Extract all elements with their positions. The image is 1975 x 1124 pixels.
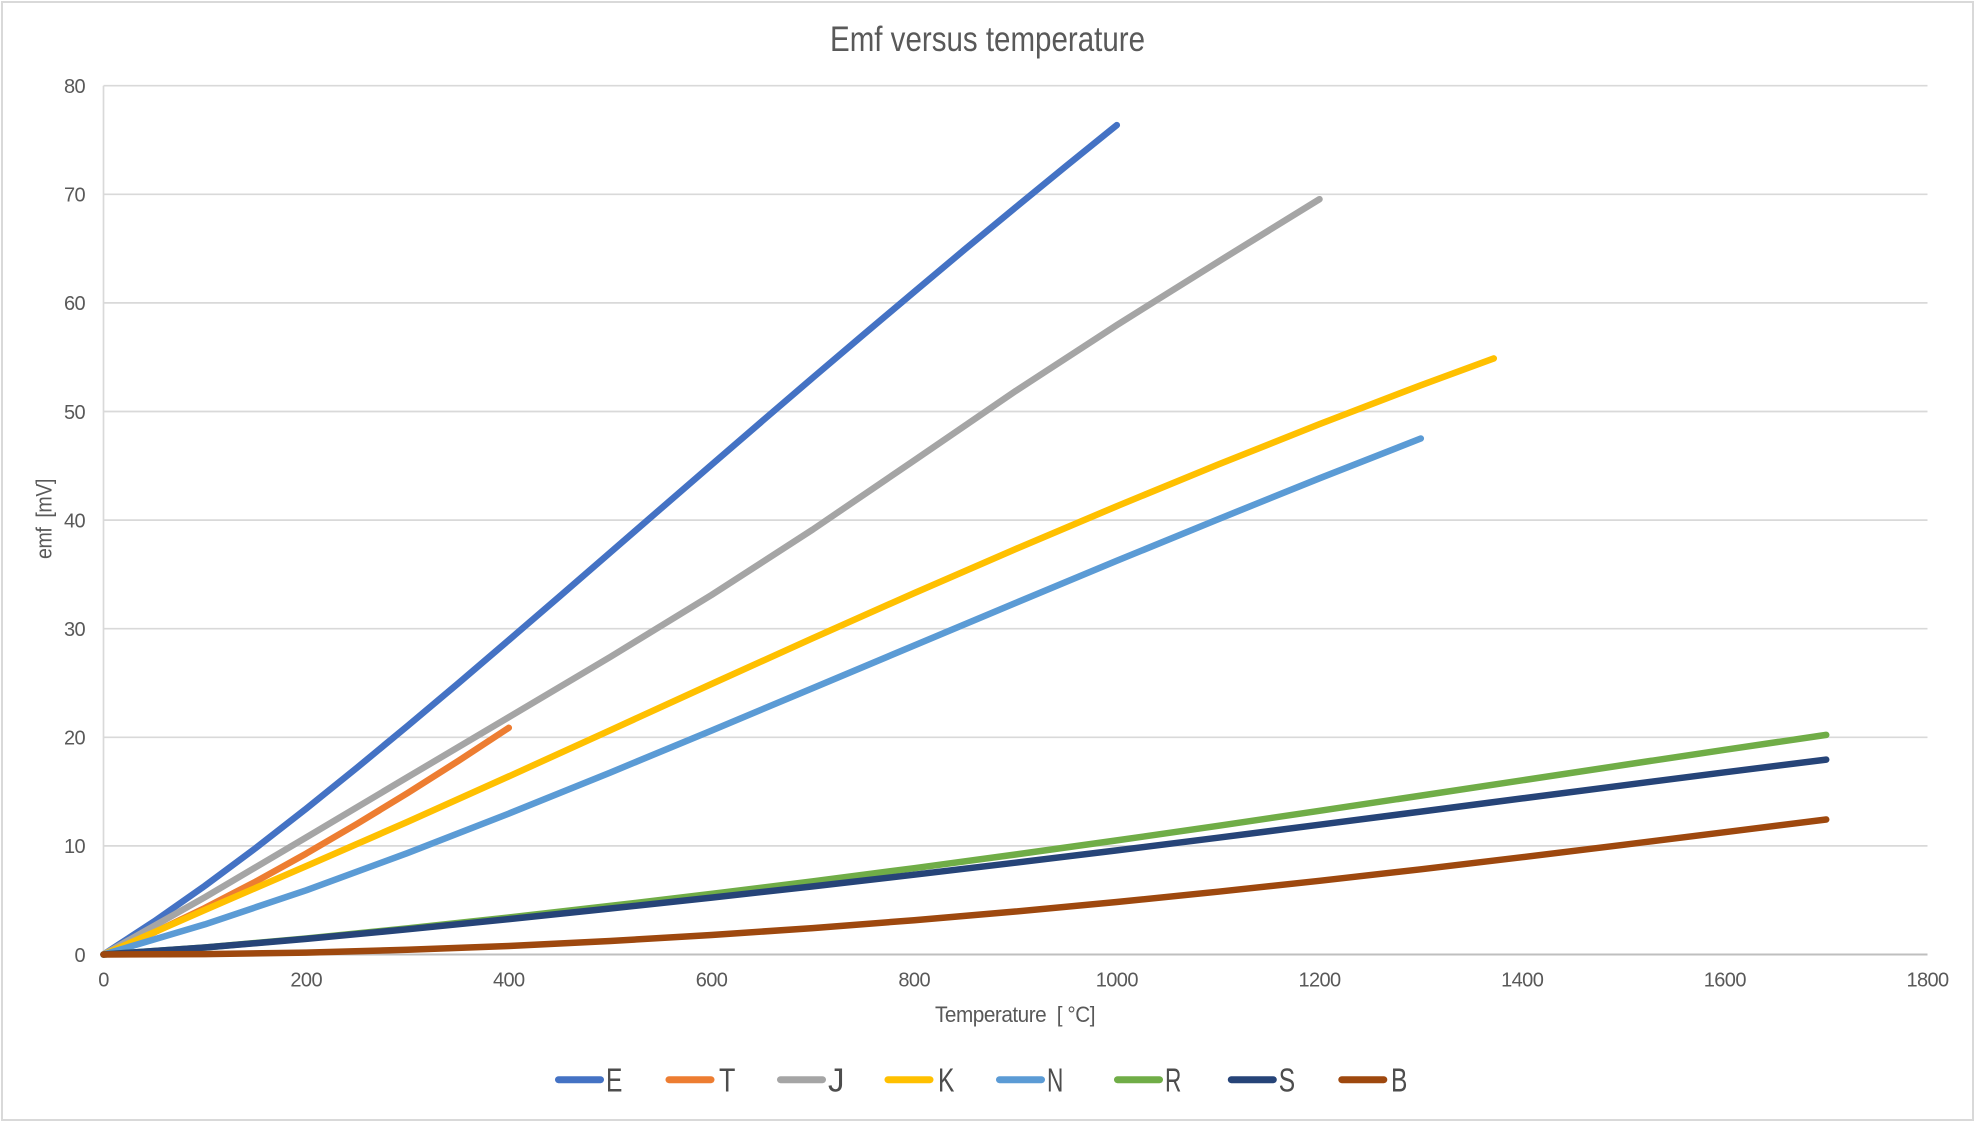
svg-text:1400: 1400 xyxy=(1501,970,1544,992)
svg-text:30: 30 xyxy=(64,619,86,641)
svg-text:0: 0 xyxy=(74,945,85,967)
svg-text:T: T xyxy=(719,1062,735,1099)
svg-text:K: K xyxy=(938,1062,954,1099)
svg-text:0: 0 xyxy=(98,970,109,992)
svg-text:N: N xyxy=(1047,1062,1063,1099)
svg-text:1600: 1600 xyxy=(1704,970,1747,992)
svg-text:50: 50 xyxy=(64,402,86,424)
svg-text:S: S xyxy=(1279,1062,1295,1099)
svg-text:800: 800 xyxy=(898,970,930,992)
svg-text:1200: 1200 xyxy=(1298,970,1341,992)
svg-text:20: 20 xyxy=(64,728,86,750)
svg-text:J: J xyxy=(828,1062,844,1099)
svg-text:R: R xyxy=(1165,1062,1181,1099)
svg-text:80: 80 xyxy=(64,76,86,98)
svg-text:E: E xyxy=(606,1062,622,1099)
svg-text:70: 70 xyxy=(64,185,86,207)
svg-text:600: 600 xyxy=(696,970,728,992)
svg-text:emf [mV]: emf [mV] xyxy=(32,479,57,559)
svg-text:1000: 1000 xyxy=(1096,970,1139,992)
svg-text:200: 200 xyxy=(290,970,322,992)
svg-text:40: 40 xyxy=(64,510,86,532)
svg-text:Emf versus temperature: Emf versus temperature xyxy=(830,20,1145,59)
svg-text:Temperature [ °C]: Temperature [ °C] xyxy=(935,1002,1095,1027)
svg-text:10: 10 xyxy=(64,836,86,858)
svg-text:400: 400 xyxy=(493,970,525,992)
svg-text:1800: 1800 xyxy=(1906,970,1949,992)
svg-text:B: B xyxy=(1391,1062,1407,1099)
svg-text:60: 60 xyxy=(64,293,86,315)
